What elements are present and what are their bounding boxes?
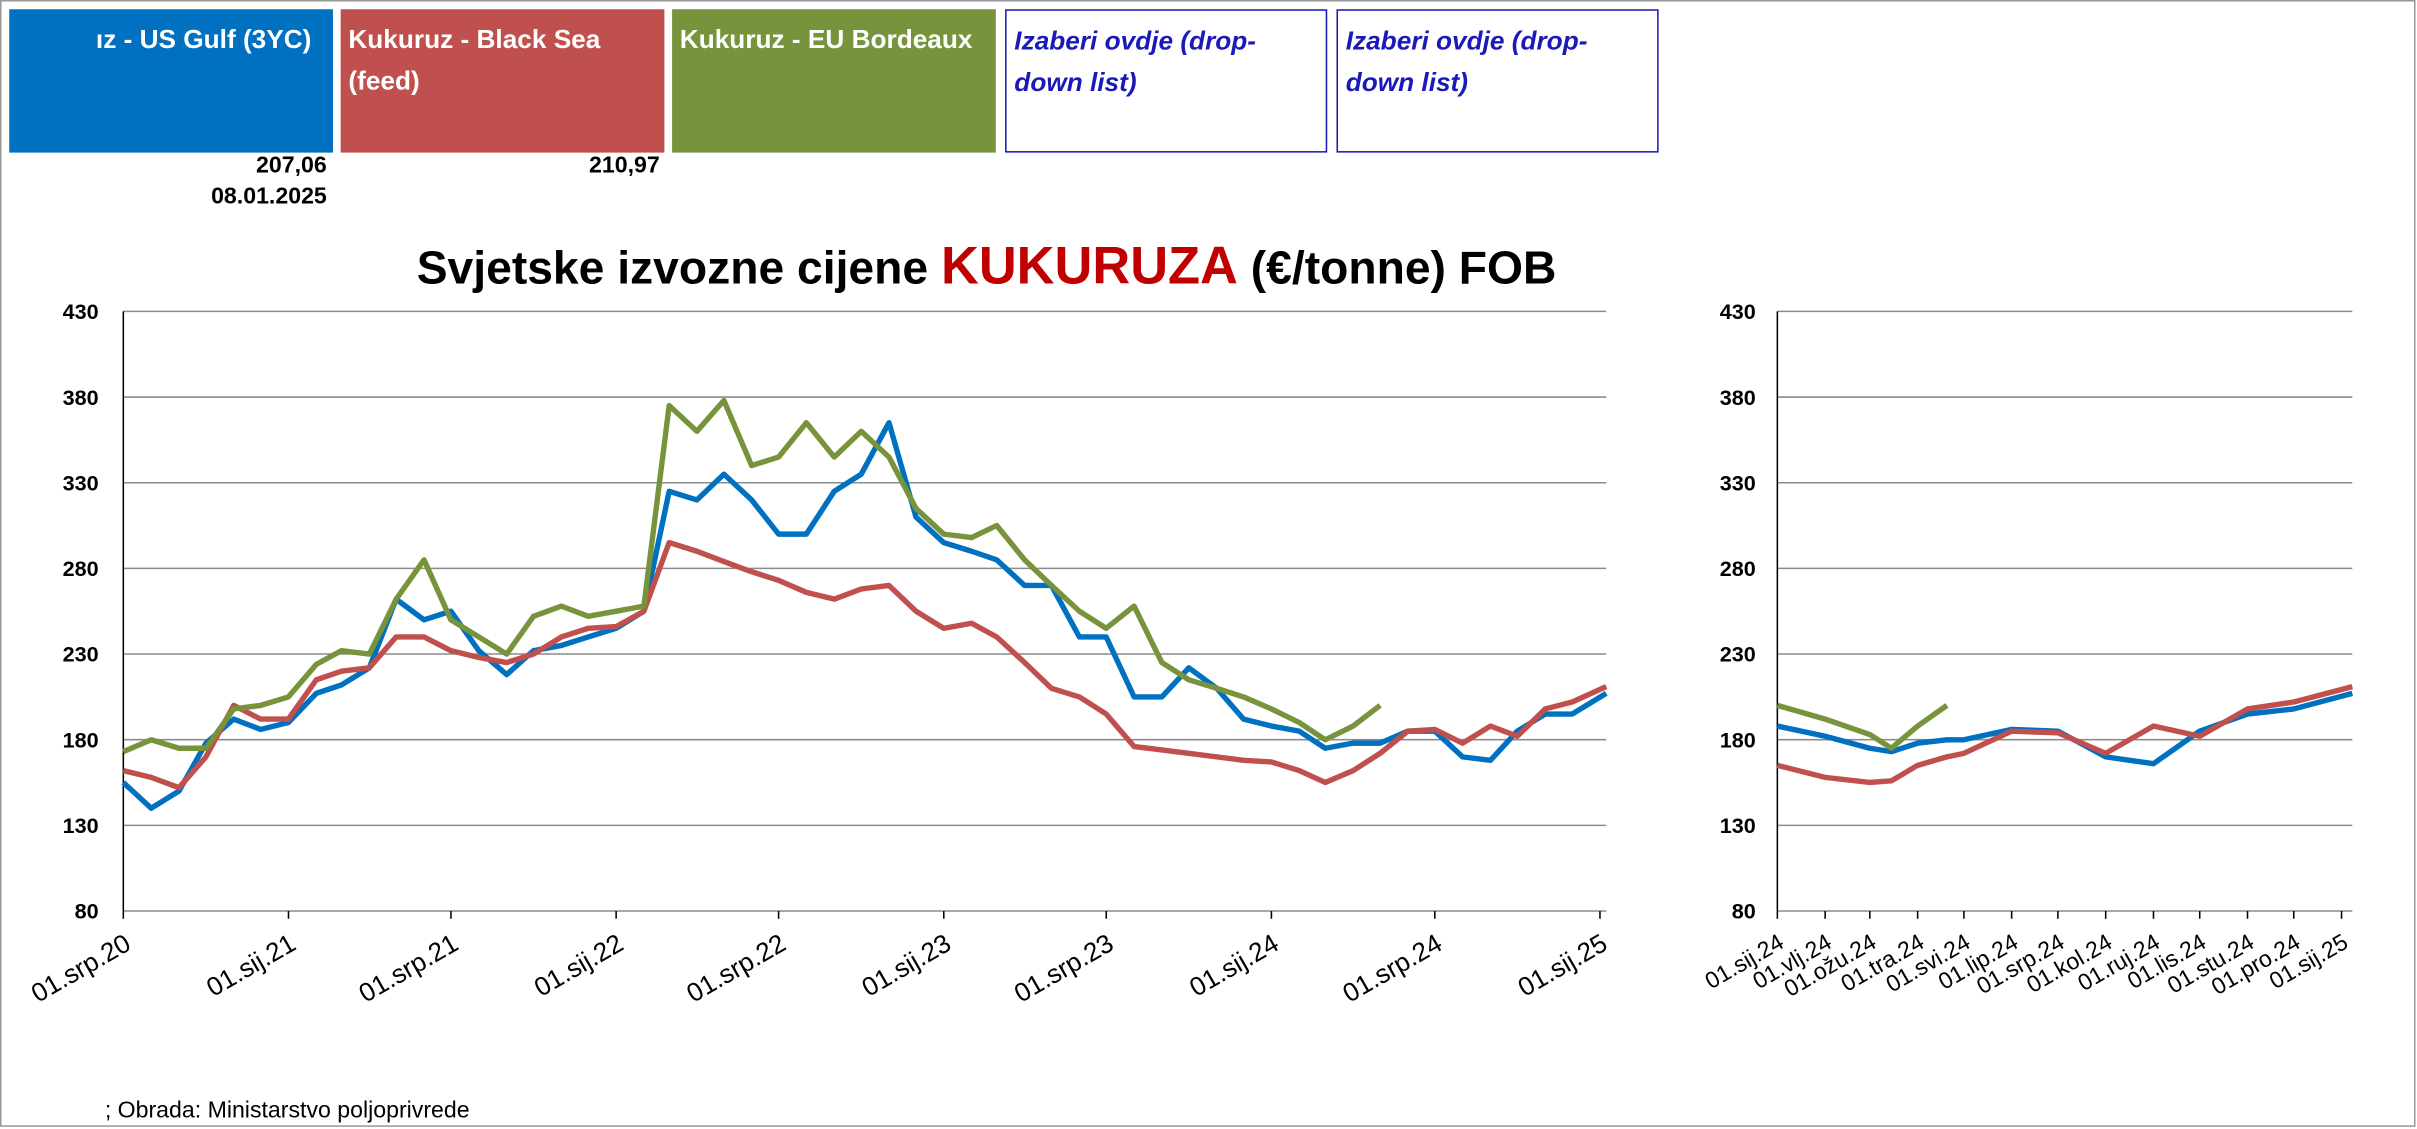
y-tick-label: 230 [1720, 642, 1756, 667]
series-box: Kukuruz - EU Bordeaux [672, 9, 996, 153]
title-highlight: KUKURUZA [941, 238, 1238, 296]
y-tick-label: 80 [1732, 899, 1756, 924]
y-tick-label: 80 [75, 899, 99, 924]
y-tick-label: 230 [63, 642, 99, 667]
series-line [122, 397, 1382, 755]
x-tick-label: 01.sij.25 [1513, 928, 1612, 1003]
y-tick-label: 380 [63, 385, 99, 410]
y-tick-label: 280 [1720, 556, 1756, 581]
date: 08.01.2025 [211, 183, 327, 210]
x-tick-label: 01.srp.21 [354, 928, 464, 1009]
y-tick-label: 280 [63, 556, 99, 581]
y-tick-label: 430 [63, 299, 99, 324]
x-tick-label: 01.srp.20 [26, 928, 136, 1009]
series-line [1776, 702, 1949, 751]
x-tick-label: 01.srp.23 [1009, 928, 1119, 1009]
title-part: (€/tonne) FOB [1251, 242, 1557, 294]
y-tick-label: 430 [1720, 299, 1756, 324]
y-tick-label: 330 [1720, 470, 1756, 495]
series-box: Kukuruz - Black Sea (feed) [340, 9, 665, 153]
y-tick-label: 180 [63, 727, 99, 752]
y-tick-label: 330 [63, 470, 99, 495]
x-tick-label: 01.sij.22 [529, 928, 628, 1003]
x-tick-label: 01.sij.23 [856, 928, 955, 1003]
x-tick-label: 01.srp.22 [681, 928, 791, 1009]
y-tick-label: 180 [1720, 727, 1756, 752]
series-line [1776, 683, 2354, 786]
dropdown[interactable]: Izaberi ovdje (drop-down list) [1005, 9, 1328, 153]
dropdown[interactable]: Izaberi ovdje (drop-down list) [1336, 9, 1659, 153]
title-part: Svjetske izvozne cijene [417, 242, 928, 294]
x-tick-label: 01.sij.24 [1184, 928, 1283, 1003]
series-line [122, 539, 1608, 791]
y-tick-label: 130 [63, 813, 99, 838]
y-tick-label: 380 [1720, 385, 1756, 410]
price: 207,06 [256, 152, 327, 179]
price: 210,97 [589, 152, 660, 179]
chart-title: Svjetske izvozne cijene KUKURUZA (€/tonn… [417, 238, 1557, 296]
y-tick-label: 130 [1720, 813, 1756, 838]
series-box: ız - US Gulf (3YC) [9, 9, 333, 153]
x-tick-label: 01.srp.24 [1337, 928, 1447, 1009]
x-tick-label: 01.sij.21 [201, 928, 300, 1003]
source: ; Obrada: Ministarstvo poljoprivrede [105, 1097, 470, 1123]
